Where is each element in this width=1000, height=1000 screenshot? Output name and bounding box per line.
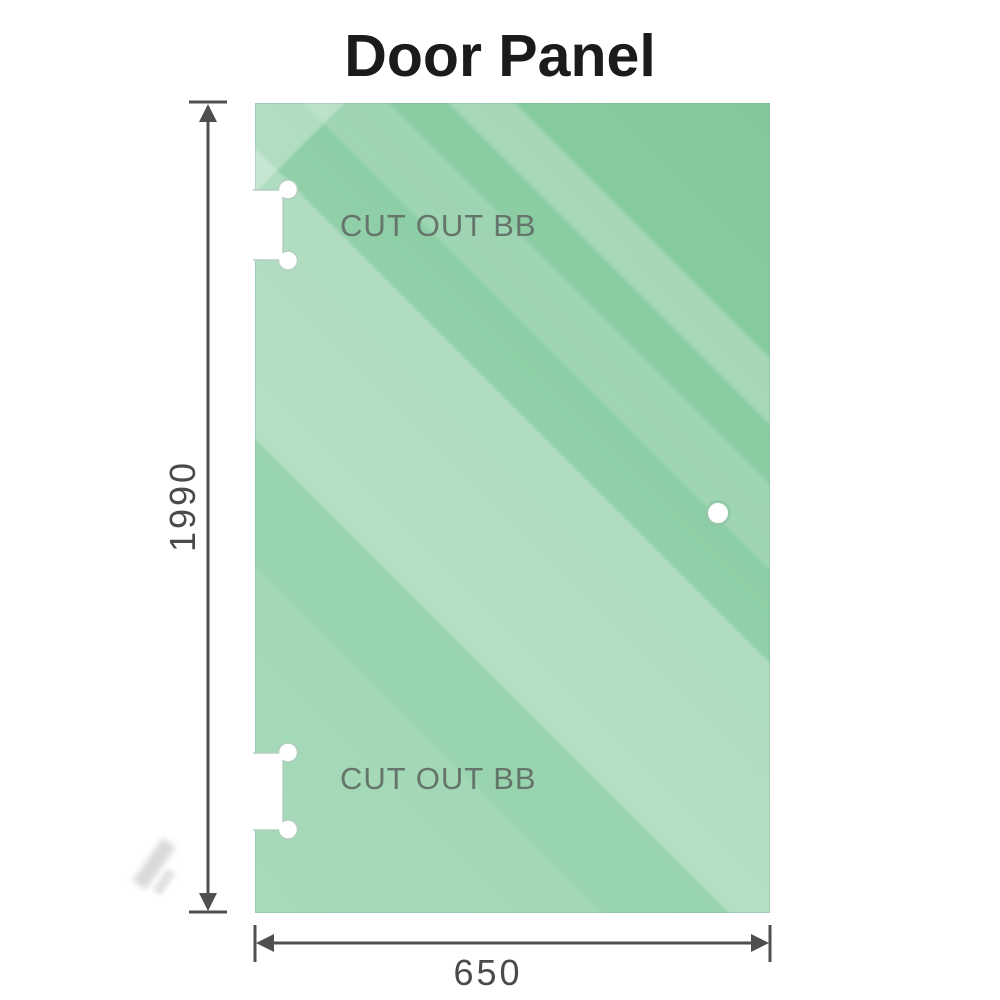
height-dimension-arrow (189, 100, 227, 914)
handle-hole (705, 500, 731, 526)
width-dimension-arrow (253, 925, 772, 962)
width-dimension-label: 650 (453, 952, 523, 993)
glass-panel (255, 103, 770, 913)
cutout-label-bottom: CUT OUT BB (340, 761, 537, 796)
height-dimension-label: 1990 (162, 459, 203, 553)
cutout-label-top: CUT OUT BB (340, 208, 537, 243)
hinge-cutout-bottom (252, 742, 299, 840)
diagram-title: Door Panel (344, 23, 656, 89)
hinge-cutout-top (252, 179, 299, 271)
